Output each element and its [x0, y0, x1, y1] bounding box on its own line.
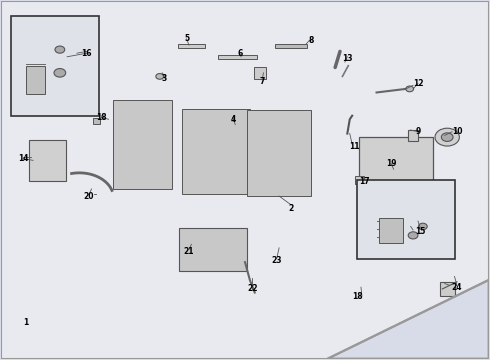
Bar	[253, 67, 266, 79]
Circle shape	[418, 223, 427, 230]
Circle shape	[435, 128, 460, 146]
Text: 1: 1	[23, 318, 28, 327]
Text: 7: 7	[259, 77, 265, 86]
Circle shape	[156, 73, 164, 79]
Text: 9: 9	[416, 127, 420, 136]
Text: 19: 19	[386, 159, 396, 168]
Text: 8: 8	[308, 36, 314, 45]
Bar	[360, 137, 433, 198]
Text: 14: 14	[18, 154, 28, 163]
Text: 24: 24	[452, 283, 462, 292]
Bar	[275, 44, 307, 48]
Circle shape	[55, 46, 65, 53]
Text: 3: 3	[162, 74, 167, 83]
Bar	[357, 180, 455, 258]
Text: 12: 12	[413, 79, 423, 88]
Text: 16: 16	[81, 49, 92, 58]
Bar	[26, 66, 45, 94]
Text: 15: 15	[415, 227, 426, 236]
Bar	[408, 130, 418, 141]
Text: 17: 17	[359, 177, 369, 186]
Bar	[114, 100, 172, 189]
Text: 6: 6	[238, 49, 243, 58]
Circle shape	[441, 133, 453, 141]
Text: 2: 2	[289, 204, 294, 213]
Text: 18: 18	[96, 113, 107, 122]
Bar	[178, 44, 205, 48]
Text: 20: 20	[84, 192, 95, 201]
Text: 13: 13	[342, 54, 353, 63]
Bar	[182, 109, 250, 194]
Text: 5: 5	[184, 35, 189, 44]
Text: 22: 22	[247, 284, 258, 293]
Bar	[218, 55, 257, 59]
Text: 23: 23	[271, 256, 282, 265]
Text: 10: 10	[452, 127, 462, 136]
Bar	[93, 118, 100, 124]
Circle shape	[408, 232, 418, 239]
Bar	[29, 140, 66, 181]
Bar	[11, 16, 99, 116]
Bar	[440, 282, 455, 296]
Bar	[179, 228, 247, 271]
Text: 21: 21	[184, 247, 194, 256]
Bar	[355, 176, 364, 184]
Bar	[247, 111, 311, 196]
Text: 11: 11	[349, 141, 360, 150]
Text: 18: 18	[352, 292, 363, 301]
Text: 4: 4	[230, 115, 235, 124]
Circle shape	[406, 86, 414, 92]
Bar	[379, 217, 403, 243]
Circle shape	[54, 68, 66, 77]
Polygon shape	[328, 280, 489, 359]
